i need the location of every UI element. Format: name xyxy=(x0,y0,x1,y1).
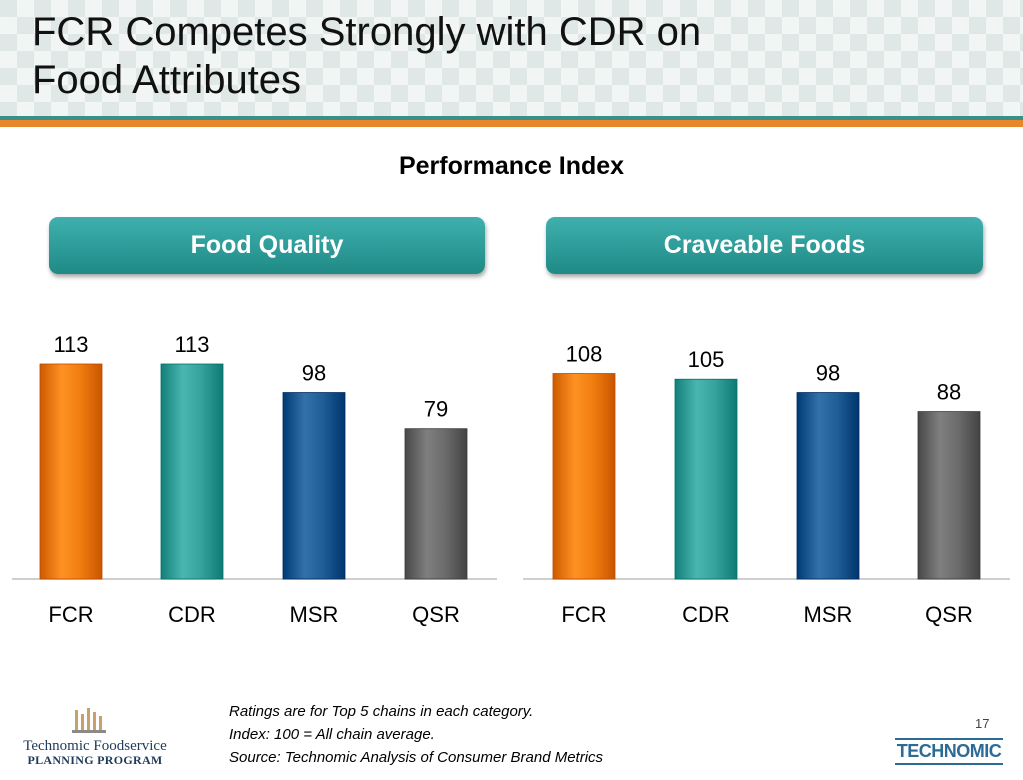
logo-left-line1: Technomic Foodservice xyxy=(23,738,167,754)
x-tick-label: MSR xyxy=(804,602,853,627)
data-label: 108 xyxy=(566,342,603,367)
x-tick-label: FCR xyxy=(561,602,606,627)
data-label: 98 xyxy=(302,361,326,386)
bar-cdr xyxy=(674,378,738,580)
x-tick-label: QSR xyxy=(412,602,460,627)
x-tick-label: CDR xyxy=(168,602,216,627)
logo-right-top-bar xyxy=(895,738,1003,740)
footnote-line-1: Ratings are for Top 5 chains in each cat… xyxy=(229,703,534,720)
bar-fcr xyxy=(39,363,103,580)
data-label: 113 xyxy=(53,332,88,357)
page-number: 17 xyxy=(975,716,990,731)
x-tick-label: MSR xyxy=(290,602,339,627)
footnote-line-3: Source: Technomic Analysis of Consumer B… xyxy=(229,749,604,766)
bar-msr xyxy=(796,392,860,580)
panel-title-food-quality: Food Quality xyxy=(49,217,485,274)
bar-msr xyxy=(282,392,346,580)
building-columns-icon xyxy=(72,708,106,733)
data-label: 105 xyxy=(688,347,725,372)
slide-title: FCR Competes Strongly with CDR on Food A… xyxy=(32,10,702,102)
panel-title-craveable-foods: Craveable Foods xyxy=(546,217,983,274)
chart-1: 108 FCR 105 CDR 98 MSR 88 QSR xyxy=(523,342,1010,627)
technomic-logo: TECHNOMIC xyxy=(895,738,1003,768)
x-tick-label: FCR xyxy=(48,602,93,627)
bar-qsr xyxy=(404,428,468,580)
slide-header: FCR Competes Strongly with CDR on Food A… xyxy=(0,0,1023,116)
x-tick-label: QSR xyxy=(925,602,973,627)
bar-cdr xyxy=(160,363,224,580)
data-label: 79 xyxy=(424,397,448,422)
logo-right-text: TECHNOMIC xyxy=(896,741,1002,761)
bar-qsr xyxy=(917,411,981,580)
header-rule-orange xyxy=(0,120,1023,127)
technomic-planning-program-logo: Technomic Foodservice PLANNING PROGRAM xyxy=(20,706,170,767)
chart-shared-title: Performance Index xyxy=(398,152,625,180)
logo-left-line2: PLANNING PROGRAM xyxy=(27,753,163,767)
data-label: 98 xyxy=(816,361,840,386)
chart-0: 113 FCR 113 CDR 98 MSR 79 QSR xyxy=(12,332,497,627)
bar-fcr xyxy=(552,373,616,580)
bar-charts: 113 FCR 113 CDR 98 MSR 79 QSR 108 FCR 105 CDR 98 MSR 8… xyxy=(12,332,1010,627)
logo-right-bottom-bar xyxy=(895,763,1003,765)
header-rule-teal xyxy=(0,116,1023,120)
data-label: 88 xyxy=(937,380,961,405)
x-tick-label: CDR xyxy=(682,602,730,627)
data-label: 113 xyxy=(174,332,209,357)
footnotes: Ratings are for Top 5 chains in each cat… xyxy=(229,700,603,769)
footnote-line-2: Index: 100 = All chain average. xyxy=(229,726,435,743)
